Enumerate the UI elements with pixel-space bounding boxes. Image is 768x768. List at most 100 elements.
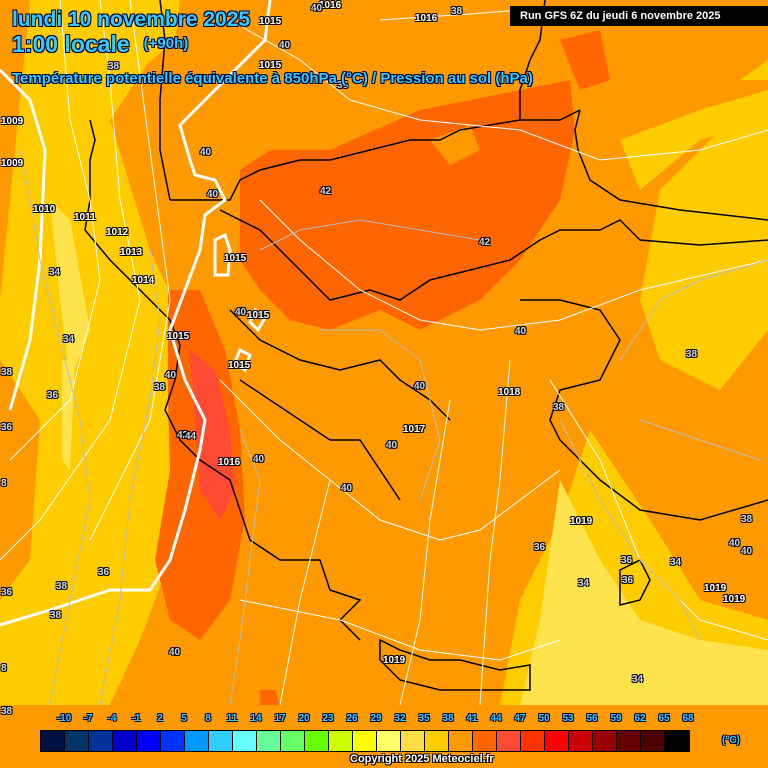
theta-e-label: 40: [165, 370, 177, 381]
legend-tick: 20: [298, 713, 310, 724]
theta-e-label: 42: [177, 430, 189, 441]
theta-e-label: 40: [414, 381, 426, 392]
legend-swatch: [377, 731, 401, 751]
theta-e-label: 40: [386, 440, 398, 451]
local-time: 1:00 locale: [12, 31, 130, 57]
legend-swatch: [473, 731, 497, 751]
legend-swatch: [89, 731, 113, 751]
legend-swatch: [113, 731, 137, 751]
theta-e-label: 40: [341, 483, 353, 494]
pressure-label: 1013: [120, 247, 143, 258]
legend-swatch: [521, 731, 545, 751]
theta-e-label: 36: [534, 542, 546, 553]
legend-swatch: [545, 731, 569, 751]
pressure-label: 1017: [403, 424, 426, 435]
theta-e-label: 34: [670, 557, 682, 568]
theta-e-label: 40: [235, 307, 247, 318]
legend-tick: 50: [538, 713, 550, 724]
theta-e-label: 38: [1, 367, 13, 378]
legend-tick: 32: [394, 713, 406, 724]
theta-e-label: 38: [741, 514, 753, 525]
legend-swatch: [185, 731, 209, 751]
legend-swatch: [233, 731, 257, 751]
theta-e-label: 36: [47, 390, 59, 401]
color-legend: [40, 730, 690, 752]
theta-e-label: 34: [578, 578, 590, 589]
theta-e-label: 38: [108, 61, 120, 72]
theta-e-label: 40: [311, 3, 323, 14]
theta-e-label: 36: [621, 555, 633, 566]
legend-swatch: [401, 731, 425, 751]
theta-e-label: 42: [479, 237, 491, 248]
theta-e-label: 34: [632, 674, 644, 685]
legend-tick: -10: [56, 713, 72, 724]
legend-swatch: [617, 731, 641, 751]
pressure-label: 1009: [1, 158, 24, 169]
legend-tick: 68: [682, 713, 694, 724]
legend-tick: 26: [346, 713, 358, 724]
pressure-label: 1015: [228, 360, 251, 371]
legend-tick: 29: [370, 713, 382, 724]
theta-e-label: 42: [320, 186, 332, 197]
pressure-label: 1016: [319, 0, 342, 11]
legend-swatch: [641, 731, 665, 751]
legend-tick: -1: [131, 713, 141, 724]
legend-tick: 41: [466, 713, 478, 724]
pressure-label: 1016: [218, 457, 241, 468]
theta-e-label: 38: [154, 382, 166, 393]
legend-unit: (°C): [722, 735, 740, 746]
legend-swatch: [497, 731, 521, 751]
legend-swatch: [41, 731, 65, 751]
theta-e-label: 8: [1, 663, 7, 674]
theta-e-label: 40: [169, 647, 181, 658]
legend-swatch: [329, 731, 353, 751]
legend-tick: 59: [610, 713, 622, 724]
legend-tick-labels: -10 -7 -4 -1 2 5 8 11 14 17 20 23 26 29 32 35 38 41 44 47 50…: [0, 713, 768, 727]
model-run-info: Run GFS 6Z du jeudi 6 novembre 2025: [510, 6, 768, 26]
theta-e-label: 38: [553, 402, 565, 413]
theta-e-label: 40: [253, 454, 265, 465]
theta-e-label: 40: [729, 538, 741, 549]
legend-swatch: [305, 731, 329, 751]
pressure-label: 1019: [704, 583, 727, 594]
pressure-label: 1019: [723, 594, 746, 605]
pressure-label: 1019: [383, 655, 406, 666]
legend-tick: 62: [634, 713, 646, 724]
forecast-date: lundi 10 novembre 2025: [12, 8, 251, 31]
legend-swatch: [425, 731, 449, 751]
theta-e-label: 38: [56, 581, 68, 592]
pressure-label: 1016: [415, 13, 438, 24]
legend-tick: 23: [322, 713, 334, 724]
legend-tick: 5: [181, 713, 187, 724]
theta-e-label: 8: [1, 478, 7, 489]
legend-swatch: [257, 731, 281, 751]
pressure-label: 1018: [498, 387, 521, 398]
theta-e-label: 38: [451, 6, 463, 17]
theta-e-label: 38: [50, 610, 62, 621]
theta-e-label: 34: [49, 267, 61, 278]
theta-e-label: 44: [185, 431, 197, 442]
copyright: Copyright 2025 Meteociel.fr: [350, 753, 494, 765]
legend-tick: -4: [107, 713, 117, 724]
theta-e-label: 40: [207, 189, 219, 200]
pressure-label: 1015: [224, 253, 247, 264]
legend-swatch: [353, 731, 377, 751]
legend-tick: 53: [562, 713, 574, 724]
legend-swatch: [593, 731, 617, 751]
pressure-label: 1019: [570, 516, 593, 527]
pressure-label: 1012: [106, 227, 129, 238]
legend-tick: 14: [250, 713, 262, 724]
theta-e-label: 36: [622, 575, 634, 586]
pressure-label: 1011: [74, 212, 96, 223]
legend-tick: -7: [83, 713, 93, 724]
legend-swatch: [665, 731, 689, 751]
pressure-label: 1009: [1, 116, 24, 127]
theta-e-label: 36: [337, 80, 349, 91]
lead-time: (+90h): [143, 35, 189, 52]
legend-tick: 35: [418, 713, 430, 724]
legend-tick: 11: [226, 713, 238, 724]
theta-e-label: 40: [279, 40, 291, 51]
